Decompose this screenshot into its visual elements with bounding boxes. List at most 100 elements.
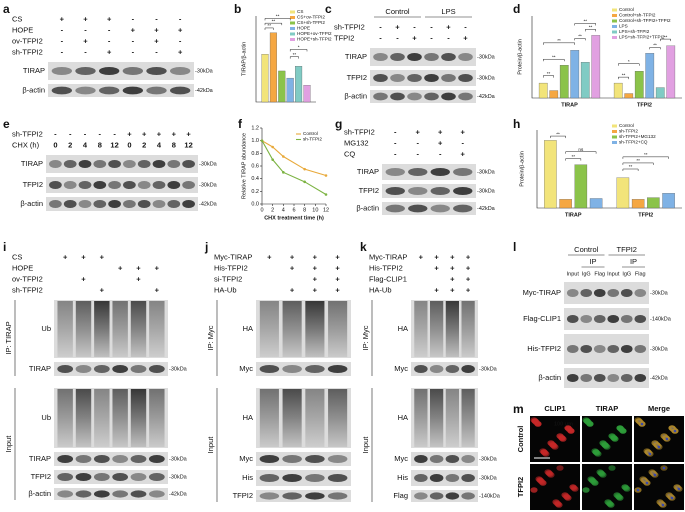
- band-label: His-TFPI2: [527, 344, 561, 353]
- blot-strip: [48, 62, 194, 80]
- band-label: HA: [243, 324, 253, 333]
- lane-sign: 0: [53, 140, 57, 149]
- lane-sign: -: [132, 36, 135, 45]
- blot-band: [146, 86, 167, 95]
- band-label: β-actin: [20, 199, 43, 208]
- lane-label: Input: [567, 271, 580, 277]
- nucleus: [661, 503, 665, 507]
- x-tick-label: 6: [292, 207, 295, 213]
- blot-band: [137, 181, 151, 189]
- blot-band: [49, 160, 62, 168]
- lane-sign: +: [100, 285, 105, 294]
- blot-strip: [564, 282, 649, 304]
- band-label: Myc: [239, 364, 253, 373]
- legend-swatch: [612, 14, 617, 17]
- lane-sign: -: [179, 14, 182, 23]
- blot-band: [78, 181, 92, 189]
- cell: [567, 428, 575, 434]
- band-label: HA: [398, 324, 408, 333]
- blot-smear: [94, 301, 110, 357]
- blot-band: [634, 345, 647, 353]
- blot-band: [607, 374, 620, 382]
- lane-sign: -: [61, 47, 64, 56]
- band-kda: -30kDa: [169, 456, 188, 462]
- cell: [542, 451, 550, 457]
- significance-label: **: [547, 71, 551, 76]
- band-label: Myc-TIRAP: [523, 288, 561, 297]
- band-label: TIRAP: [345, 52, 367, 61]
- legend-swatch: [290, 10, 295, 14]
- row-label: HOPE: [12, 263, 33, 272]
- band-label: TFPI2: [233, 491, 253, 500]
- legend-label: Control+sh-TFPI2: [619, 13, 656, 18]
- blot-strip: [256, 452, 351, 466]
- data-point: [282, 155, 285, 158]
- blot-smear: [57, 389, 73, 447]
- band-kda: -30kDa: [199, 161, 218, 167]
- blot-band: [445, 474, 460, 482]
- blot-band: [93, 160, 107, 168]
- lane-sign: +: [83, 36, 88, 45]
- band-kda: -30kDa: [477, 188, 496, 194]
- blot-band: [461, 455, 475, 463]
- blot-band: [458, 74, 473, 82]
- blot-band: [123, 200, 136, 208]
- lane-sign: -: [69, 129, 72, 138]
- column-label: Merge: [648, 404, 670, 413]
- blot-band: [634, 374, 647, 382]
- row-label: CQ: [344, 149, 355, 158]
- blot-band: [430, 168, 450, 176]
- blot-band: [593, 345, 606, 353]
- lane-sign: 12: [110, 140, 118, 149]
- significance-bracket: [289, 49, 308, 52]
- row-label: sh-TFPI2: [12, 129, 43, 138]
- cell: [608, 465, 616, 471]
- significance-bracket: [289, 56, 299, 59]
- cell: [619, 428, 627, 434]
- lane-sign: +: [172, 129, 177, 138]
- cell: [551, 444, 559, 450]
- lane-sign: +: [81, 274, 86, 283]
- row-label: sh-TFPI2: [344, 127, 375, 136]
- legend-label: sh-TFPI2+CQ: [619, 140, 648, 145]
- blot-band: [78, 200, 92, 208]
- blot-band: [130, 365, 147, 373]
- data-point: [303, 180, 306, 184]
- blot-smear: [149, 301, 165, 357]
- band-label: Flag-CLIP1: [523, 314, 561, 323]
- significance-label: **: [664, 34, 668, 39]
- lane-sign: +: [335, 274, 340, 283]
- blot-strip: [382, 202, 476, 215]
- blot-band: [108, 181, 121, 189]
- blot-band: [259, 365, 280, 373]
- lane-label: Flag: [635, 271, 646, 277]
- blot-band: [408, 168, 428, 176]
- blot-smear: [445, 301, 459, 357]
- bar: [647, 197, 660, 209]
- lane-sign: +: [450, 263, 455, 272]
- bar: [580, 62, 590, 99]
- lane-sign: +: [446, 22, 451, 31]
- blot-band: [430, 204, 450, 213]
- blot-strip: [54, 388, 168, 448]
- data-point: [271, 145, 274, 149]
- blot-band: [148, 455, 165, 463]
- nucleus: [662, 466, 666, 470]
- blot-band: [390, 53, 405, 61]
- lane-sign: -: [394, 127, 397, 136]
- lane-sign: +: [60, 14, 65, 23]
- lane-sign: -: [61, 25, 64, 34]
- blot-band: [75, 365, 92, 373]
- significance-bracket: [574, 38, 586, 41]
- lane-sign: -: [84, 47, 87, 56]
- blot-band: [259, 474, 280, 482]
- blot-smear: [282, 389, 302, 447]
- blot-band: [57, 490, 74, 498]
- legend-swatch: [612, 36, 617, 39]
- cell: [559, 436, 567, 442]
- panel-letter: f: [238, 117, 243, 131]
- blot-smear: [75, 301, 92, 357]
- legend-label: sh-TFPI2: [303, 137, 322, 142]
- lane-sign: -: [113, 129, 116, 138]
- band-label: HA: [243, 413, 253, 422]
